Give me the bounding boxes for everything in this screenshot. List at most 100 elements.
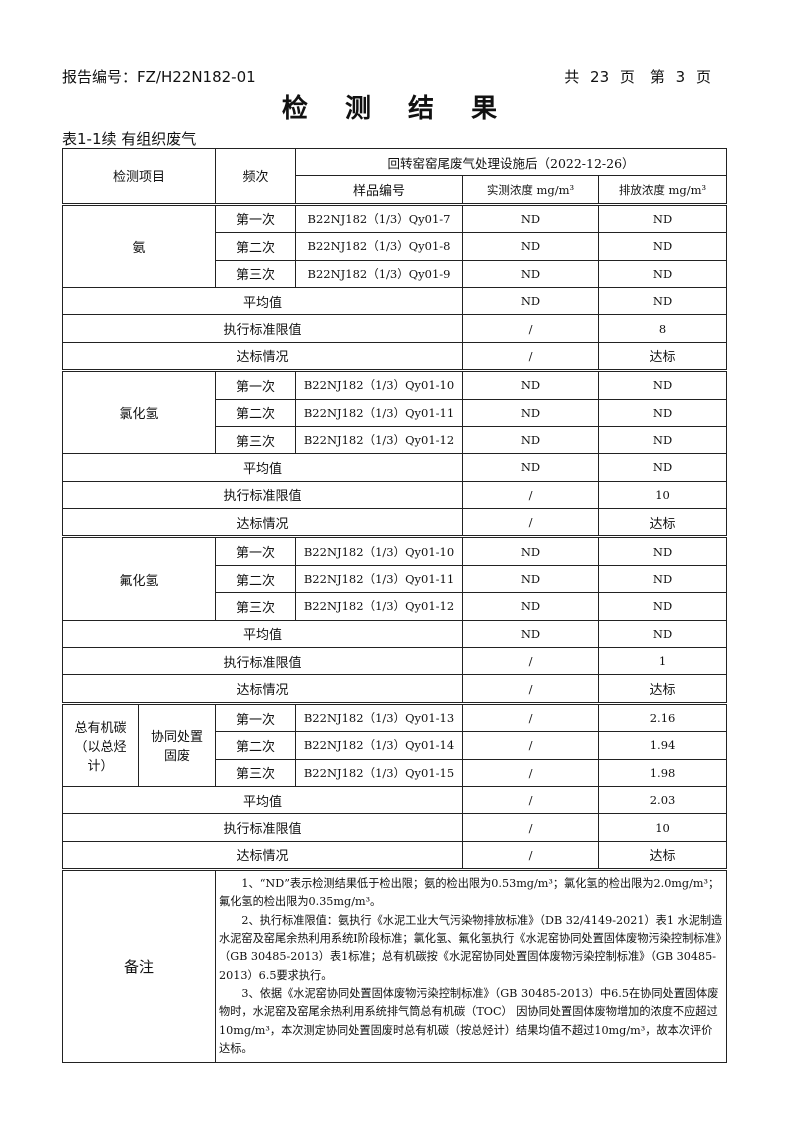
header-sample: 样品编号 bbox=[295, 175, 464, 205]
emission-cell: 8 bbox=[598, 314, 728, 343]
measured-cell: ND bbox=[462, 592, 600, 621]
item-name: 氯化氢 bbox=[61, 369, 217, 455]
summary-row-limit: 执行标准限值/10 bbox=[61, 813, 728, 842]
emission-cell: 1 bbox=[598, 647, 728, 676]
summary-row-limit: 执行标准限值/10 bbox=[61, 480, 728, 510]
measured-cell: / bbox=[462, 647, 600, 676]
summary-label: 平均值 bbox=[61, 785, 464, 815]
summary-row-avg: 平均值/2.03 bbox=[61, 785, 728, 815]
table-row: 第三次 B22NJ182（1/3）Qy01-12 ND ND bbox=[63, 425, 728, 455]
summary-label: 执行标准限值 bbox=[61, 480, 464, 510]
item-name: 氟化氢 bbox=[61, 535, 217, 621]
measured-cell: ND bbox=[462, 564, 600, 594]
emission-cell: ND bbox=[598, 232, 728, 261]
emission-cell: 达标 bbox=[598, 674, 728, 704]
item-name: 氨 bbox=[61, 202, 217, 288]
emission-cell: ND bbox=[598, 425, 728, 455]
measured-cell: / bbox=[462, 840, 600, 871]
summary-label: 平均值 bbox=[61, 453, 464, 482]
summary-row-avg: 平均值 ND ND bbox=[61, 619, 728, 649]
sample-id-cell: B22NJ182（1/3）Qy01-7 bbox=[295, 202, 464, 234]
measured-cell: / bbox=[462, 758, 600, 787]
measured-cell: / bbox=[462, 785, 600, 815]
sample-id-cell: B22NJ182（1/3）Qy01-11 bbox=[295, 398, 464, 427]
measured-cell: ND bbox=[462, 202, 600, 234]
frequency-cell: 第三次 bbox=[215, 592, 297, 621]
summary-row-avg: 平均值 ND ND bbox=[61, 286, 728, 316]
report-number: 报告编号：FZ/H22N182-01 bbox=[62, 68, 256, 86]
table-row: 氨第一次 B22NJ182（1/3）Qy01-7 ND ND bbox=[61, 202, 728, 288]
summary-label: 执行标准限值 bbox=[61, 314, 464, 343]
header-measured: 实测浓度 mg/m³ bbox=[462, 175, 600, 205]
measured-cell: ND bbox=[462, 425, 600, 455]
note-item: 3、依据《水泥窑协同处置固体废物污染控制标准》（GB 30485-2013）中6… bbox=[219, 986, 719, 1055]
emission-cell: 2.16 bbox=[598, 701, 728, 733]
summary-row-limit: 执行标准限值/1 bbox=[61, 647, 728, 676]
measured-cell: / bbox=[462, 674, 600, 704]
sample-id-cell: B22NJ182（1/3）Qy01-10 bbox=[295, 535, 464, 566]
summary-row-status: 达标情况 / 达标 bbox=[61, 840, 728, 871]
emission-cell: ND bbox=[598, 453, 728, 482]
measured-cell: / bbox=[462, 508, 600, 538]
measured-cell: ND bbox=[462, 369, 600, 400]
emission-cell: ND bbox=[598, 369, 728, 400]
emission-cell: 1.94 bbox=[598, 731, 728, 760]
sample-id-cell: B22NJ182（1/3）Qy01-11 bbox=[295, 564, 464, 594]
emission-cell: ND bbox=[598, 592, 728, 621]
emission-cell: ND bbox=[598, 398, 728, 427]
summary-label: 执行标准限值 bbox=[61, 813, 464, 842]
summary-label: 达标情况 bbox=[61, 508, 464, 538]
emission-cell: 1.98 bbox=[598, 758, 728, 787]
table-row: 第三次 B22NJ182（1/3）Qy01-15/1.98 bbox=[63, 758, 728, 787]
measured-cell: / bbox=[462, 314, 600, 343]
frequency-cell: 第二次 bbox=[215, 398, 297, 427]
table-row: 第二次 B22NJ182（1/3）Qy01-8 ND ND bbox=[63, 232, 728, 261]
header-location: 回转窑窑尾废气处理设施后（2022-12-26） bbox=[295, 147, 728, 177]
table-row: 总有机碳（以总烃计） 协同处置固废 第一次 B22NJ182（1/3）Qy01-13/… bbox=[62, 701, 728, 787]
emission-cell: 达标 bbox=[598, 840, 728, 871]
emission-cell: 达标 bbox=[598, 341, 728, 372]
notes-label: 备注 bbox=[61, 868, 217, 1064]
emission-cell: ND bbox=[598, 202, 728, 234]
measured-cell: / bbox=[462, 813, 600, 842]
note-item: 1、“ND”表示检测结果低于检出限；氨的检出限为0.53mg/m³；氯化氢的检出… bbox=[219, 877, 720, 909]
measured-cell: / bbox=[462, 701, 600, 733]
measured-cell: ND bbox=[462, 232, 600, 261]
frequency-cell: 第三次 bbox=[215, 259, 297, 288]
frequency-cell: 第一次 bbox=[215, 202, 297, 234]
measured-cell: ND bbox=[462, 398, 600, 427]
emission-cell: ND bbox=[598, 564, 728, 594]
measured-cell: ND bbox=[462, 453, 600, 482]
measured-cell: ND bbox=[462, 535, 600, 566]
notes-content: 1、“ND”表示检测结果低于检出限；氨的检出限为0.53mg/m³；氯化氢的检出… bbox=[215, 868, 728, 1064]
item-subcategory: 协同处置固废 bbox=[137, 701, 217, 787]
emission-cell: ND bbox=[598, 535, 728, 566]
frequency-cell: 第一次 bbox=[215, 535, 297, 566]
sample-id-cell: B22NJ182（1/3）Qy01-8 bbox=[295, 232, 464, 261]
measured-cell: ND bbox=[462, 259, 600, 288]
emission-cell: ND bbox=[598, 286, 728, 316]
table-row: 氯化氢 第一次 B22NJ182（1/3）Qy01-10 ND ND bbox=[61, 369, 728, 455]
sample-id-cell: B22NJ182（1/3）Qy01-14 bbox=[295, 731, 464, 760]
emission-cell: ND bbox=[598, 619, 728, 649]
page-count: 共 23 页 第 3 页 bbox=[564, 68, 711, 86]
emission-cell: 达标 bbox=[598, 508, 728, 538]
frequency-cell: 第二次 bbox=[215, 564, 297, 594]
table-row: 第二次 B22NJ182（1/3）Qy01-11 ND ND bbox=[63, 398, 728, 427]
sample-id-cell: B22NJ182（1/3）Qy01-10 bbox=[295, 369, 464, 400]
measured-cell: ND bbox=[462, 286, 600, 316]
sample-id-cell: B22NJ182（1/3）Qy01-12 bbox=[295, 592, 464, 621]
measured-cell: ND bbox=[462, 619, 600, 649]
summary-label: 执行标准限值 bbox=[61, 647, 464, 676]
summary-row-avg: 平均值 ND ND bbox=[61, 453, 728, 482]
table-caption: 表1-1续 有组织废气 bbox=[62, 130, 197, 148]
sample-id-cell: B22NJ182（1/3）Qy01-9 bbox=[295, 259, 464, 288]
header-emission: 排放浓度 mg/m³ bbox=[598, 175, 728, 205]
sample-id-cell: B22NJ182（1/3）Qy01-13 bbox=[295, 701, 464, 733]
measured-cell: / bbox=[462, 341, 600, 372]
frequency-cell: 第三次 bbox=[215, 425, 297, 455]
notes-row: 备注 1、“ND”表示检测结果低于检出限；氨的检出限为0.53mg/m³；氯化氢的… bbox=[61, 868, 728, 1064]
sample-id-cell: B22NJ182（1/3）Qy01-15 bbox=[295, 758, 464, 787]
frequency-cell: 第一次 bbox=[215, 369, 297, 400]
